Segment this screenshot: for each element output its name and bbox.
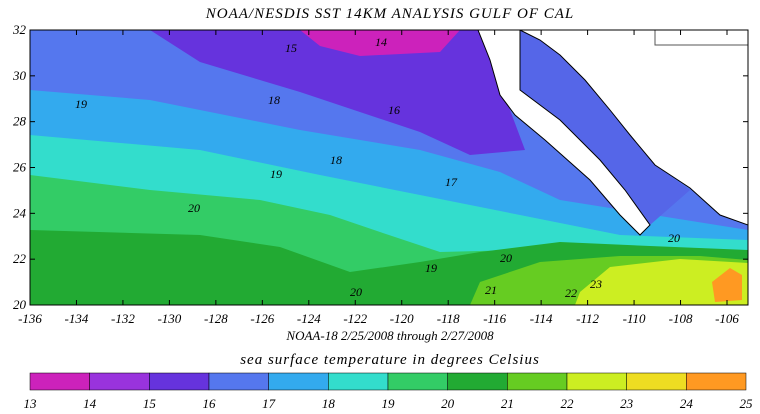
legend-tick-label: 24: [680, 396, 694, 411]
band: [575, 259, 748, 305]
contour-label: 18: [330, 153, 342, 167]
band: [150, 30, 525, 155]
lon-tick-label: -132: [111, 311, 135, 326]
lon-tick-label: -136: [18, 311, 42, 326]
lon-tick-label: -134: [65, 311, 89, 326]
title: NOAA/NESDIS SST 14KM ANALYSIS GULF OF CA…: [205, 6, 575, 22]
contour-label: 22: [565, 286, 577, 300]
contour-label: 20: [188, 201, 200, 215]
lon-tick-label: -130: [157, 311, 181, 326]
lon-tick-label: -106: [715, 311, 739, 326]
legend-swatch: [447, 372, 508, 391]
contour-label: 16: [388, 103, 400, 117]
lon-tick-label: -110: [623, 311, 646, 326]
lat-tick-label: 26: [13, 160, 27, 175]
legend-swatch: [387, 372, 448, 391]
contour-label: 19: [75, 97, 87, 111]
contour-label: 20: [500, 251, 512, 265]
legend-tick-label: 18: [322, 396, 336, 411]
legend-tick-label: 16: [203, 396, 217, 411]
legend-swatch: [149, 372, 210, 391]
caption: NOAA-18 2/25/2008 through 2/27/2008: [285, 328, 494, 343]
contour-label: 14: [375, 35, 387, 49]
contour-label: 17: [445, 175, 458, 189]
lat-tick-label: 20: [13, 297, 27, 312]
band: [300, 30, 460, 56]
legend-tick-label: 15: [143, 396, 157, 411]
legend-swatch: [566, 372, 627, 391]
lat-tick-label: 22: [13, 251, 27, 266]
gulf: [520, 30, 690, 225]
contour-label: 19: [270, 167, 282, 181]
legend-title: sea surface temperature in degrees Celsi…: [240, 352, 540, 368]
lon-tick-label: -122: [343, 311, 367, 326]
contour-label: 15: [285, 41, 297, 55]
legend-swatch: [268, 372, 329, 391]
lon-tick-label: -108: [669, 311, 693, 326]
lon-tick-label: -118: [437, 311, 460, 326]
legend-swatch: [89, 372, 150, 391]
lon-tick-label: -126: [250, 311, 274, 326]
legend-tick-label: 13: [24, 396, 38, 411]
legend-swatch: [507, 372, 568, 391]
lon-tick-label: -112: [576, 311, 599, 326]
legend-tick-label: 21: [501, 396, 514, 411]
lon-tick-label: -114: [530, 311, 553, 326]
lat-tick-label: 32: [12, 22, 27, 37]
lat-tick-label: 24: [13, 205, 27, 220]
contour-label: 21: [485, 283, 497, 297]
baja-peninsula: [477, 30, 651, 236]
contour-label: 18: [268, 93, 280, 107]
contour-label: 20: [350, 285, 362, 299]
sst-map: 15 14 19 18 16 18 19 20 17 20 19 20 20 2…: [29, 29, 749, 306]
legend-swatch: [29, 372, 90, 391]
legend-swatch: [328, 372, 389, 391]
contour-labels: 15 14 19 18 16 18 19 20 17 20 19 20 20 2…: [75, 35, 680, 300]
contour-label: 20: [668, 231, 680, 245]
legend-tick-label: 25: [740, 396, 754, 411]
lat-tick-label: 30: [12, 68, 27, 83]
lat-tick-label: 28: [13, 114, 27, 129]
legend-tick-label: 23: [620, 396, 634, 411]
band: [712, 268, 742, 302]
legend-swatch: [686, 372, 747, 391]
lon-tick-label: -124: [297, 311, 321, 326]
legend-tick-label: 20: [441, 396, 455, 411]
contour-label: 19: [425, 261, 437, 275]
legend-swatch: [626, 372, 687, 391]
lon-tick-label: -128: [204, 311, 228, 326]
legend-tick-label: 19: [382, 396, 396, 411]
legend-tick-label: 14: [83, 396, 97, 411]
legend-tick-label: 22: [561, 396, 575, 411]
contour-label: 23: [590, 277, 602, 291]
lon-tick-label: -116: [483, 311, 506, 326]
legend-swatch: [208, 372, 269, 391]
mainland: [519, 30, 748, 226]
legend-tick-label: 17: [262, 396, 276, 411]
lon-tick-label: -120: [390, 311, 414, 326]
border: [654, 30, 748, 46]
